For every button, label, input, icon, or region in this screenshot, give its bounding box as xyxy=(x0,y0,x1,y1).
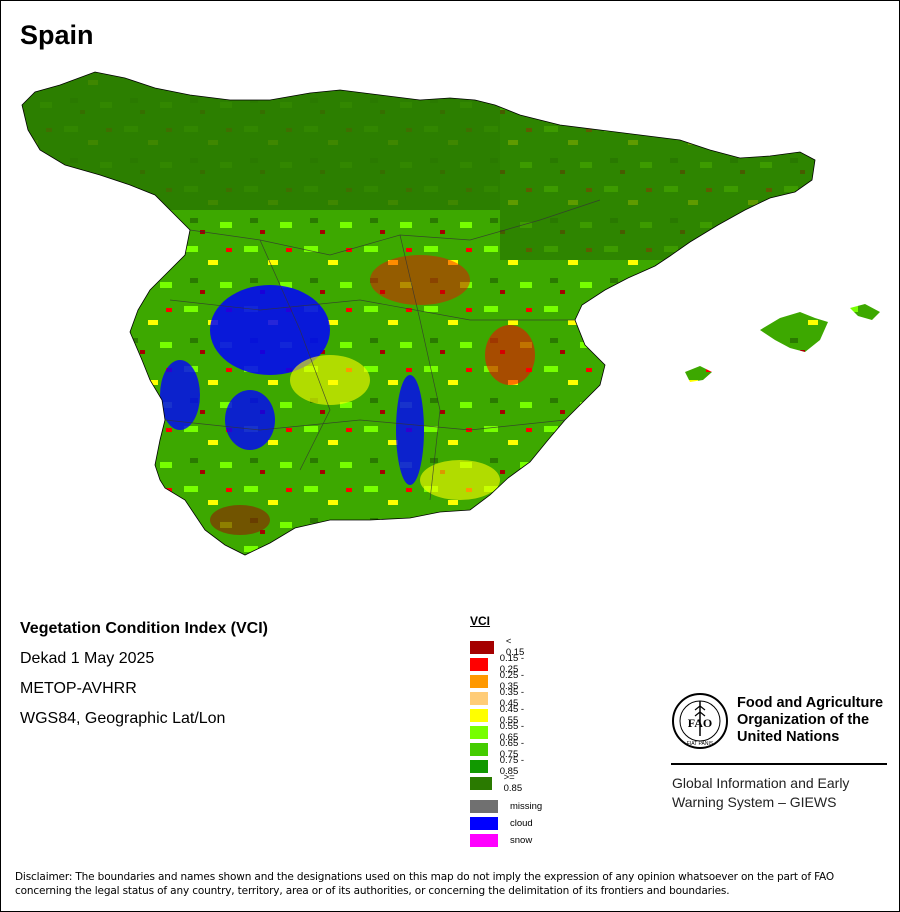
index-name: Vegetation Condition Index (VCI) xyxy=(20,620,268,637)
legend-title: VCI xyxy=(470,614,491,628)
legend-label: 0.55 - 0.65 xyxy=(499,721,525,743)
map-info: Vegetation Condition Index (VCI) Dekad 1… xyxy=(20,620,268,740)
disclaimer: Disclaimer: The boundaries and names sho… xyxy=(15,871,834,897)
legend-swatch xyxy=(470,657,488,671)
fao-name: Food and Agriculture Organization of the… xyxy=(737,695,884,745)
legend-label: 0.65 - 0.75 xyxy=(499,738,525,760)
legend-label: 0.75 - 0.85 xyxy=(499,755,525,777)
legend-label: 0.45 - 0.55 xyxy=(499,704,525,726)
fao-logo-letters: FAO xyxy=(688,716,712,730)
legend-label: < 0.15 xyxy=(505,636,525,658)
legend-swatch xyxy=(470,759,488,773)
fao-divider xyxy=(671,763,887,765)
legend-swatch xyxy=(470,725,488,739)
legend-swatch xyxy=(470,708,488,722)
legend-item-special-1: cloud xyxy=(470,817,533,830)
legend-item-class-7: 0.75 - 0.85 xyxy=(470,755,529,777)
legend-label: >= 0.85 xyxy=(503,772,523,794)
legend-item-special-2: snow xyxy=(470,834,532,847)
legend-swatch xyxy=(470,817,498,830)
legend-swatch xyxy=(470,742,488,756)
vci-map xyxy=(21,71,880,556)
legend-swatch xyxy=(470,691,488,705)
legend-item-class-4: 0.45 - 0.55 xyxy=(470,704,529,726)
legend-item-class-0: < 0.15 xyxy=(470,636,529,658)
fao-logo-icon: FAO FIAT PANIS xyxy=(672,693,728,749)
legend-swatch xyxy=(470,776,492,790)
legend-label: 0.25 - 0.35 xyxy=(499,670,525,692)
legend-label: cloud xyxy=(510,818,533,829)
legend-label: 0.15 - 0.25 xyxy=(499,653,525,675)
vci-legend: VCI < 0.15 0.15 - 0.25 0.25 - 0.35 0.35 - 0… xyxy=(470,614,542,847)
legend-item-class-2: 0.25 - 0.35 xyxy=(470,670,529,692)
giews-name: Global Information and Early Warning Sys… xyxy=(672,775,850,810)
legend-label: snow xyxy=(510,835,533,846)
legend-label: 0.35 - 0.45 xyxy=(499,687,525,709)
legend-item-class-8: >= 0.85 xyxy=(470,772,528,794)
map-title: Spain xyxy=(20,20,94,50)
legend-item-special-0: missing xyxy=(470,800,542,813)
legend-label: missing xyxy=(510,801,543,812)
legend-swatch xyxy=(470,640,494,654)
legend-swatch xyxy=(470,674,488,688)
legend-swatch xyxy=(470,834,498,847)
projection: WGS84, Geographic Lat/Lon xyxy=(20,710,226,727)
legend-item-class-6: 0.65 - 0.75 xyxy=(470,738,529,760)
sensor: METOP-AVHRR xyxy=(20,680,137,697)
period: Dekad 1 May 2025 xyxy=(20,650,155,667)
legend-swatch xyxy=(470,800,498,813)
legend-item-class-5: 0.55 - 0.65 xyxy=(470,721,529,743)
legend-item-class-1: 0.15 - 0.25 xyxy=(470,653,529,675)
legend-item-class-3: 0.35 - 0.45 xyxy=(470,687,529,709)
fao-motto: FIAT PANIS xyxy=(687,741,714,747)
